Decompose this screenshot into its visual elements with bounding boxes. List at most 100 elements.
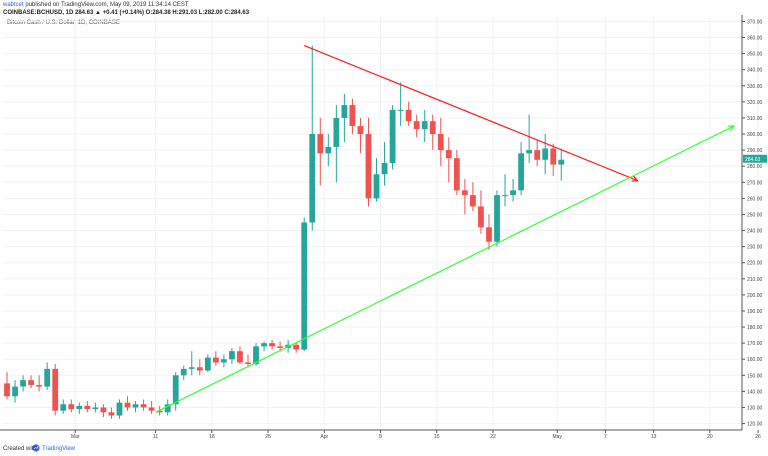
candle[interactable] [124,396,131,411]
candle[interactable] [172,372,179,411]
candle[interactable] [349,98,356,135]
candle[interactable] [550,143,557,176]
x-tick-label: 22 [490,434,496,440]
candle[interactable] [421,109,428,143]
candle[interactable] [413,114,420,138]
candle[interactable] [397,82,404,126]
candle[interactable] [445,137,452,183]
candle[interactable] [389,105,396,170]
candle[interactable] [558,148,565,181]
candle[interactable] [405,101,412,126]
candle[interactable] [518,142,524,196]
candle[interactable] [494,190,500,247]
candle-body [437,134,444,151]
candle[interactable] [68,399,75,413]
candle[interactable] [309,45,316,231]
candle[interactable] [542,134,549,175]
candle[interactable] [108,407,115,419]
candle-body [92,407,99,410]
candle-body [550,148,557,165]
y-tick-label: 320.00 [747,100,763,106]
candle[interactable] [36,375,43,392]
candle[interactable] [188,351,195,376]
candle-body [445,150,452,159]
footer-brand-link[interactable]: TradingView [42,446,76,452]
candle[interactable] [333,105,340,183]
candle-body [518,153,524,191]
candle-body [132,404,139,408]
candle[interactable] [365,117,372,207]
candle[interactable] [373,158,380,202]
candle[interactable] [269,339,275,350]
candle[interactable] [502,174,508,207]
candle[interactable] [4,372,10,400]
candle[interactable] [437,117,444,167]
candle[interactable] [132,401,139,413]
candle[interactable] [28,375,35,389]
candle[interactable] [100,404,107,418]
candle[interactable] [196,359,203,376]
candle[interactable] [20,375,26,392]
candle[interactable] [92,402,99,413]
candle-body [429,121,436,135]
candle[interactable] [357,117,364,154]
candle[interactable] [237,346,243,365]
candle[interactable] [381,142,388,186]
y-tick-label: 290.00 [747,148,763,154]
candle[interactable] [429,114,436,151]
candle[interactable] [12,380,18,403]
candle[interactable] [293,343,300,353]
candle[interactable] [453,150,460,196]
candle-body [204,357,211,371]
candle[interactable] [148,401,155,414]
candle[interactable] [461,179,468,215]
candle[interactable] [478,190,484,234]
ohlc-readout: COINBASE:BCHUSD, 1D 284.63 ▲ +0.41 (+0.1… [3,10,250,16]
candle[interactable] [52,364,59,416]
candle[interactable] [341,93,348,143]
candle[interactable] [212,351,219,366]
candle[interactable] [470,182,476,212]
candle-body [542,148,549,160]
candle-body [373,174,380,199]
candle[interactable] [84,401,91,413]
candle[interactable] [317,117,324,186]
candle[interactable] [534,140,541,167]
support-arrowhead [727,125,736,132]
candle[interactable] [164,399,171,416]
candle[interactable] [486,214,492,250]
resistance-trendline[interactable] [303,45,638,182]
candle[interactable] [221,354,227,368]
candle[interactable] [301,217,308,352]
x-tick-label: 13 [651,434,657,440]
x-tick-label: Apr [320,434,328,440]
candle[interactable] [229,347,235,365]
candle[interactable] [204,354,211,373]
candle[interactable] [277,341,284,352]
candle[interactable] [76,402,83,414]
candle[interactable] [140,399,147,411]
candle-body [510,190,516,196]
candle[interactable] [60,399,67,414]
candle-body [108,412,115,416]
last-price-label: 284.63 [745,157,761,163]
candle[interactable] [325,134,332,167]
candle[interactable] [44,362,51,390]
y-tick-label: 180.00 [747,325,763,331]
candle[interactable] [526,114,533,163]
y-tick-label: 240.00 [747,229,763,235]
candle-body [20,380,26,387]
y-tick-label: 300.00 [747,132,763,138]
candle[interactable] [253,343,259,366]
support-trendline[interactable] [155,125,735,413]
candle-body [526,150,533,154]
last-price-tag: 284.63 [743,154,767,163]
candle[interactable] [510,179,516,202]
publisher-username[interactable]: wabtcet [3,2,24,8]
candle[interactable] [116,399,123,419]
candle[interactable] [261,341,267,352]
candle[interactable] [180,365,187,381]
y-tick-label: 140.00 [747,389,763,395]
candle[interactable] [245,354,251,368]
